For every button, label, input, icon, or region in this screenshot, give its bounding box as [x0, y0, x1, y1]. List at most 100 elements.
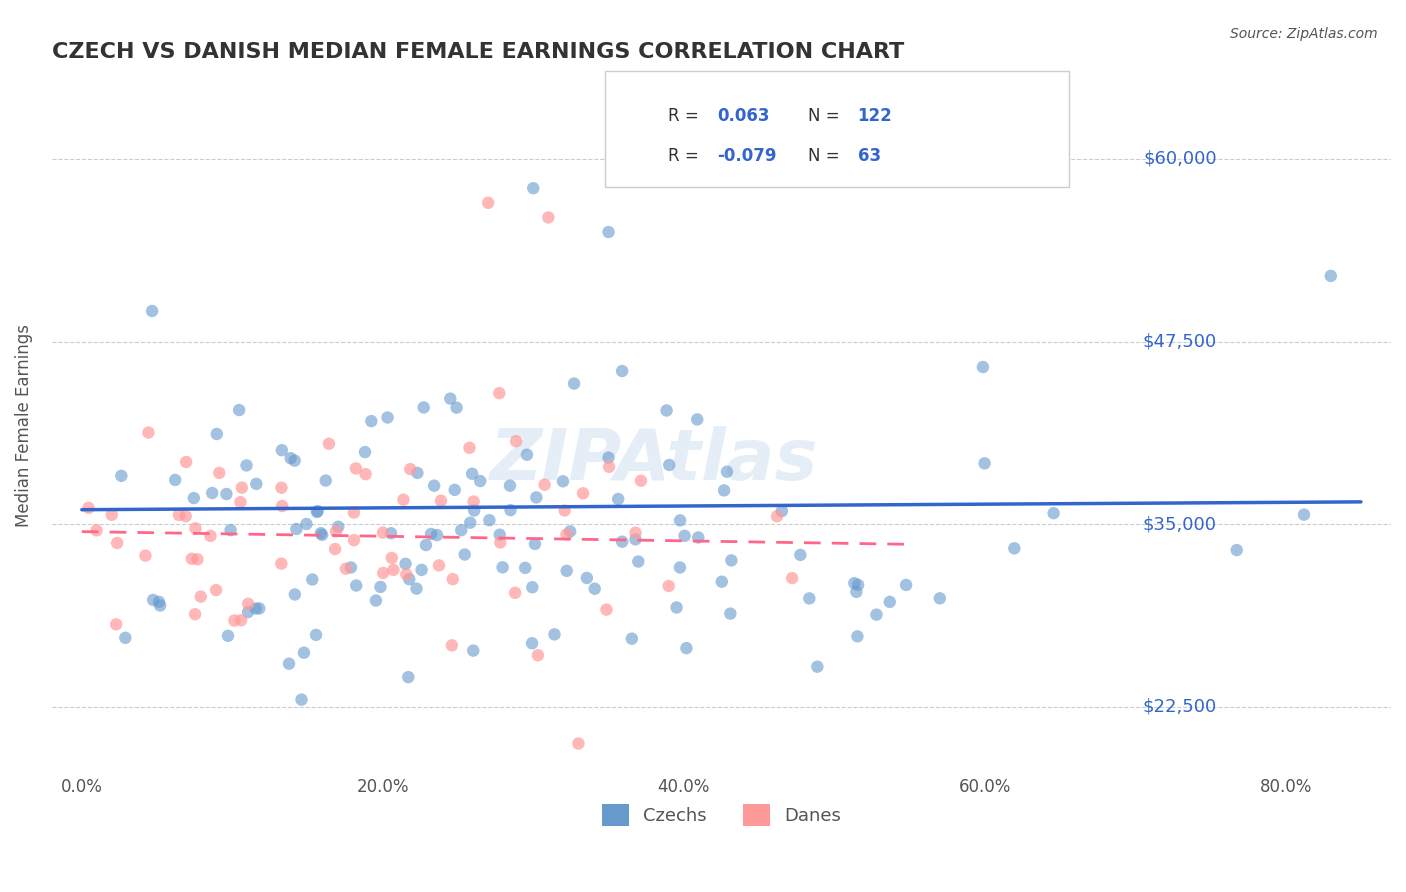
Danes [343, 506, 366, 520]
Czechs [716, 465, 738, 479]
Danes [624, 525, 647, 540]
Danes [630, 474, 652, 488]
Text: 0.063: 0.063 [717, 107, 769, 125]
Danes [134, 549, 156, 563]
Text: N =: N = [808, 107, 845, 125]
Czechs [1226, 543, 1249, 558]
Czechs [405, 582, 427, 596]
Czechs [426, 528, 449, 542]
Danes [458, 441, 481, 455]
Text: $22,500: $22,500 [1143, 698, 1218, 716]
Danes [373, 566, 395, 580]
Czechs [394, 557, 416, 571]
Czechs [148, 595, 170, 609]
Czechs [846, 629, 869, 643]
Czechs [1042, 506, 1064, 520]
Danes [537, 211, 560, 225]
Danes [381, 550, 404, 565]
Czechs [141, 304, 163, 318]
Danes [270, 557, 292, 571]
Czechs [236, 605, 259, 619]
Text: N =: N = [808, 147, 845, 165]
Czechs [280, 451, 302, 466]
Danes [184, 607, 207, 622]
Czechs [247, 601, 270, 615]
Czechs [879, 595, 901, 609]
Czechs [789, 548, 811, 562]
Czechs [598, 450, 620, 465]
Czechs [328, 520, 350, 534]
Czechs [412, 401, 434, 415]
Danes [595, 602, 617, 616]
Text: $35,000: $35,000 [1143, 516, 1218, 533]
Czechs [149, 599, 172, 613]
Danes [441, 572, 464, 586]
Czechs [340, 560, 363, 574]
Danes [505, 434, 527, 449]
Czechs [522, 580, 544, 594]
Danes [503, 586, 526, 600]
Czechs [627, 555, 650, 569]
Czechs [551, 475, 574, 489]
Czechs [555, 564, 578, 578]
Czechs [370, 580, 392, 594]
Danes [270, 481, 292, 495]
Danes [344, 461, 367, 475]
Czechs [665, 600, 688, 615]
Danes [463, 494, 485, 508]
Czechs [270, 443, 292, 458]
Danes [205, 583, 228, 598]
Danes [395, 567, 418, 582]
Danes [440, 639, 463, 653]
Czechs [201, 486, 224, 500]
Czechs [245, 601, 267, 615]
Czechs [669, 560, 692, 574]
Czechs [770, 504, 793, 518]
Text: $60,000: $60,000 [1143, 150, 1218, 168]
Czechs [710, 574, 733, 589]
Czechs [311, 528, 333, 542]
Czechs [520, 636, 543, 650]
Czechs [377, 410, 399, 425]
Czechs [718, 607, 741, 621]
Danes [271, 499, 294, 513]
Czechs [562, 376, 585, 391]
Czechs [142, 593, 165, 607]
Danes [105, 617, 128, 632]
Danes [354, 467, 377, 482]
Danes [180, 551, 202, 566]
Czechs [612, 534, 634, 549]
Czechs [450, 523, 472, 537]
Danes [184, 521, 207, 535]
Czechs [228, 403, 250, 417]
Czechs [607, 491, 630, 506]
Czechs [292, 646, 315, 660]
Danes [174, 509, 197, 524]
Czechs [1002, 541, 1025, 556]
Czechs [583, 582, 606, 596]
Danes [567, 737, 589, 751]
Czechs [307, 504, 329, 518]
Czechs [515, 561, 537, 575]
Danes [167, 508, 190, 522]
Danes [190, 590, 212, 604]
Czechs [458, 516, 481, 530]
Text: CZECH VS DANISH MEDIAN FEMALE EARNINGS CORRELATION CHART: CZECH VS DANISH MEDIAN FEMALE EARNINGS C… [52, 42, 904, 62]
Czechs [315, 474, 337, 488]
Danes [780, 571, 803, 585]
Czechs [713, 483, 735, 498]
Text: ZIPAtlas: ZIPAtlas [491, 425, 818, 495]
Danes [86, 524, 108, 538]
Danes [335, 562, 357, 576]
Czechs [598, 225, 620, 239]
Czechs [560, 524, 582, 539]
Czechs [973, 456, 995, 470]
Czechs [658, 458, 681, 472]
Czechs [865, 607, 887, 622]
Czechs [669, 513, 692, 527]
Czechs [620, 632, 643, 646]
Czechs [624, 533, 647, 547]
Czechs [454, 548, 477, 562]
Czechs [245, 476, 267, 491]
Text: $47,500: $47,500 [1143, 333, 1218, 351]
